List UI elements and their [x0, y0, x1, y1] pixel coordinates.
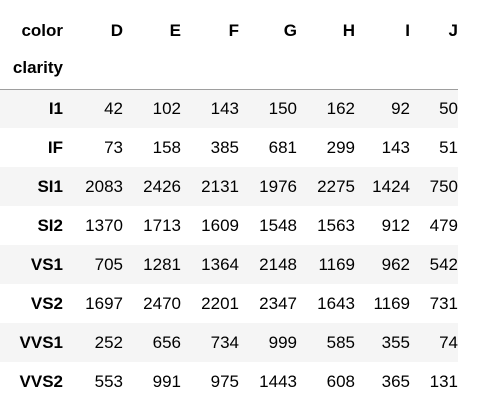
- table-cell: 92: [391, 98, 410, 118]
- table-cell: 975: [210, 371, 239, 391]
- table-cell: 1609: [201, 215, 239, 235]
- row-index-label: VS1: [30, 254, 63, 274]
- table-cell: 731: [429, 293, 458, 313]
- table-cell: 608: [326, 371, 355, 391]
- column-header-i: I: [405, 21, 410, 40]
- table-cell: 2083: [85, 176, 123, 196]
- table-cell: 1548: [259, 215, 297, 235]
- table-row: I1 42 102 143 150 162 92 50: [0, 89, 458, 128]
- column-header-j: J: [448, 21, 458, 40]
- table-cell: 542: [429, 254, 458, 274]
- column-header-h: H: [342, 21, 355, 40]
- table-cell: 962: [381, 254, 410, 274]
- table-cell: 131: [429, 371, 458, 391]
- columns-name-label: color: [21, 21, 63, 40]
- index-header-spacer: [297, 50, 355, 89]
- row-index-label: VVS2: [19, 371, 63, 391]
- table-cell: 1281: [143, 254, 181, 274]
- table-row: IF 73 158 385 681 299 143 51: [0, 128, 458, 167]
- column-header-d: D: [110, 21, 123, 40]
- table-cell: 1169: [318, 254, 355, 274]
- index-header-row: clarity: [0, 50, 458, 89]
- table-row: VS2 1697 2470 2201 2347 1643 1169 731: [0, 284, 458, 323]
- table-cell: 1443: [259, 371, 297, 391]
- row-index-label: SI1: [37, 176, 63, 196]
- table-cell: 999: [268, 332, 297, 352]
- table-row: SI2 1370 1713 1609 1548 1563 912 479: [0, 206, 458, 245]
- table-row: SI1 2083 2426 2131 1976 2275 1424 750: [0, 167, 458, 206]
- row-index-label: VVS1: [19, 332, 63, 352]
- column-header-f: F: [228, 21, 239, 40]
- table-cell: 553: [94, 371, 123, 391]
- table-cell: 365: [381, 371, 410, 391]
- table-cell: 252: [94, 332, 123, 352]
- index-header-spacer: [123, 50, 181, 89]
- table-cell: 656: [152, 332, 181, 352]
- table-cell: 1370: [85, 215, 123, 235]
- index-header-spacer: [355, 50, 410, 89]
- table-cell: 681: [268, 137, 297, 157]
- table-cell: 2131: [201, 176, 239, 196]
- table-cell: 50: [439, 98, 458, 118]
- index-header-spacer: [181, 50, 239, 89]
- table-cell: 73: [104, 137, 123, 157]
- table-cell: 355: [381, 332, 410, 352]
- table-cell: 385: [210, 137, 239, 157]
- table-cell: 1169: [373, 293, 410, 313]
- pivot-table: color D E F G H I J clarity: [0, 11, 458, 401]
- index-header-spacer: [63, 50, 123, 89]
- table-cell: 705: [94, 254, 123, 274]
- row-index-label: I1: [48, 98, 63, 118]
- table-cell: 479: [429, 215, 458, 235]
- table-cell: 162: [326, 98, 355, 118]
- table-row: VVS1 252 656 734 999 585 355 74: [0, 323, 458, 362]
- table-cell: 2275: [317, 176, 355, 196]
- table-row: VVS2 553 991 975 1443 608 365 131: [0, 362, 458, 401]
- table-cell: 143: [210, 98, 239, 118]
- table-cell: 2148: [259, 254, 297, 274]
- table-cell: 143: [381, 137, 410, 157]
- table-cell: 734: [210, 332, 239, 352]
- row-index-label: SI2: [37, 215, 63, 235]
- table-cell: 1563: [317, 215, 355, 235]
- table-cell: 42: [104, 98, 123, 118]
- row-index-label: IF: [47, 137, 63, 157]
- table-cell: 1697: [85, 293, 123, 313]
- index-header-spacer: [239, 50, 297, 89]
- table-cell: 1976: [259, 176, 297, 196]
- column-header-row: color D E F G H I J: [0, 11, 458, 50]
- table-cell: 1364: [201, 254, 239, 274]
- row-index-label: VS2: [30, 293, 63, 313]
- table-cell: 150: [268, 98, 297, 118]
- table-cell: 158: [152, 137, 181, 157]
- table-cell: 2426: [143, 176, 181, 196]
- column-header-e: E: [169, 21, 181, 40]
- table-cell: 74: [439, 332, 458, 352]
- index-name-label: clarity: [12, 58, 63, 77]
- table-header: color D E F G H I J clarity: [0, 11, 458, 89]
- table-cell: 991: [152, 371, 181, 391]
- index-header-spacer: [410, 50, 458, 89]
- table-cell: 585: [326, 332, 355, 352]
- table-body: I1 42 102 143 150 162 92 50 IF 73 158 38…: [0, 89, 458, 401]
- table-cell: 2347: [259, 293, 297, 313]
- table-cell: 1643: [317, 293, 355, 313]
- table-cell: 1424: [372, 176, 410, 196]
- table-row: VS1 705 1281 1364 2148 1169 962 542: [0, 245, 458, 284]
- table-cell: 299: [326, 137, 355, 157]
- table-cell: 102: [152, 98, 181, 118]
- table-cell: 51: [439, 137, 458, 157]
- column-header-g: G: [283, 21, 297, 40]
- table-cell: 912: [381, 215, 410, 235]
- table-cell: 2470: [143, 293, 181, 313]
- table-cell: 1713: [143, 215, 181, 235]
- table-cell: 2201: [201, 293, 239, 313]
- table-cell: 750: [429, 176, 458, 196]
